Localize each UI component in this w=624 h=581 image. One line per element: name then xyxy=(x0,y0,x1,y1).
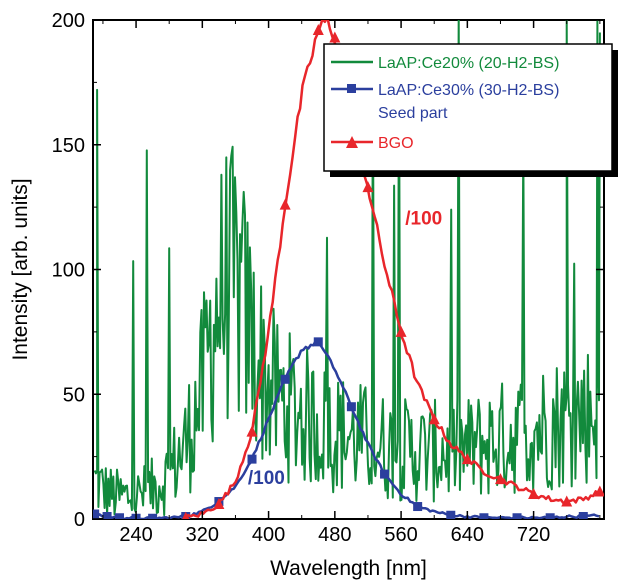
data-point-bgo xyxy=(561,495,573,507)
data-point-bgo xyxy=(494,473,506,485)
data-point-ce30 xyxy=(102,512,112,519)
data-point-bgo xyxy=(528,488,540,500)
data-point-ce30 xyxy=(446,510,456,519)
data-point-ce30 xyxy=(413,502,423,512)
series-line-bgo xyxy=(184,20,600,519)
x-tick-label: 480 xyxy=(318,524,351,546)
x-axis-title: Wavelength [nm] xyxy=(270,557,427,580)
series-0 xyxy=(93,20,601,517)
data-point-ce30 xyxy=(148,513,158,519)
annotation-scale-0: /100 xyxy=(405,209,442,230)
legend: LaAP:Ce20% (20-H2-BS) LaAP:Ce30% (30-H2-… xyxy=(323,43,618,177)
data-point-ce30 xyxy=(115,513,125,519)
data-point-ce30 xyxy=(578,512,588,519)
data-point-bgo xyxy=(312,23,324,35)
x-tick-label: 720 xyxy=(517,524,550,546)
legend-box xyxy=(323,43,613,172)
y-axis-title: Intensity [arb. units] xyxy=(9,178,32,360)
series-line-ce20 xyxy=(93,20,601,517)
x-tick-label: 240 xyxy=(119,524,152,546)
series-layer xyxy=(93,20,604,519)
legend-entry-ce20: LaAP:Ce20% (20-H2-BS) xyxy=(378,55,559,72)
data-point-bgo xyxy=(461,453,473,465)
x-tick-label: 320 xyxy=(186,524,219,546)
y-tick-label: 100 xyxy=(52,260,85,282)
data-point-ce30 xyxy=(545,513,555,519)
annotation-layer: /100/100 xyxy=(248,209,442,489)
data-point-bgo xyxy=(594,485,604,497)
data-point-bgo xyxy=(428,413,440,425)
y-tick-label: 0 xyxy=(74,509,85,531)
data-point-bgo xyxy=(213,498,225,510)
x-tick-label: 560 xyxy=(384,524,417,546)
data-point-ce30 xyxy=(280,374,290,384)
data-point-ce30 xyxy=(479,513,489,519)
data-point-bgo xyxy=(362,181,374,193)
legend-entry-seed: Seed part xyxy=(378,105,448,122)
data-point-bgo xyxy=(246,425,258,437)
series-2 xyxy=(182,20,604,519)
axes-layer: 240 320 400 480 560 640 720 0 50 100 150 200 xyxy=(52,10,604,546)
data-point-ce30 xyxy=(313,337,323,347)
y-tick-label: 200 xyxy=(52,10,85,32)
data-point-ce30 xyxy=(512,513,522,519)
legend-entry-bgo: BGO xyxy=(378,135,414,152)
legend-marker-bgo xyxy=(346,136,358,148)
x-tick-label: 400 xyxy=(252,524,285,546)
legend-marker-ce30 xyxy=(347,84,356,93)
data-point-ce30 xyxy=(380,469,390,479)
data-point-bgo xyxy=(329,31,341,43)
x-tick-label: 640 xyxy=(451,524,484,546)
legend-entry-ce30: LaAP:Ce30% (30-H2-BS) xyxy=(378,82,559,99)
data-point-ce30 xyxy=(346,402,356,412)
data-point-bgo xyxy=(182,511,190,519)
y-tick-label: 150 xyxy=(52,135,85,157)
y-tick-label: 50 xyxy=(63,384,85,406)
data-point-ce30 xyxy=(247,454,257,464)
data-point-bgo xyxy=(395,325,407,337)
data-point-ce30 xyxy=(93,509,100,519)
data-point-bgo xyxy=(279,198,291,210)
annotation-scale-1: /100 xyxy=(248,468,285,489)
